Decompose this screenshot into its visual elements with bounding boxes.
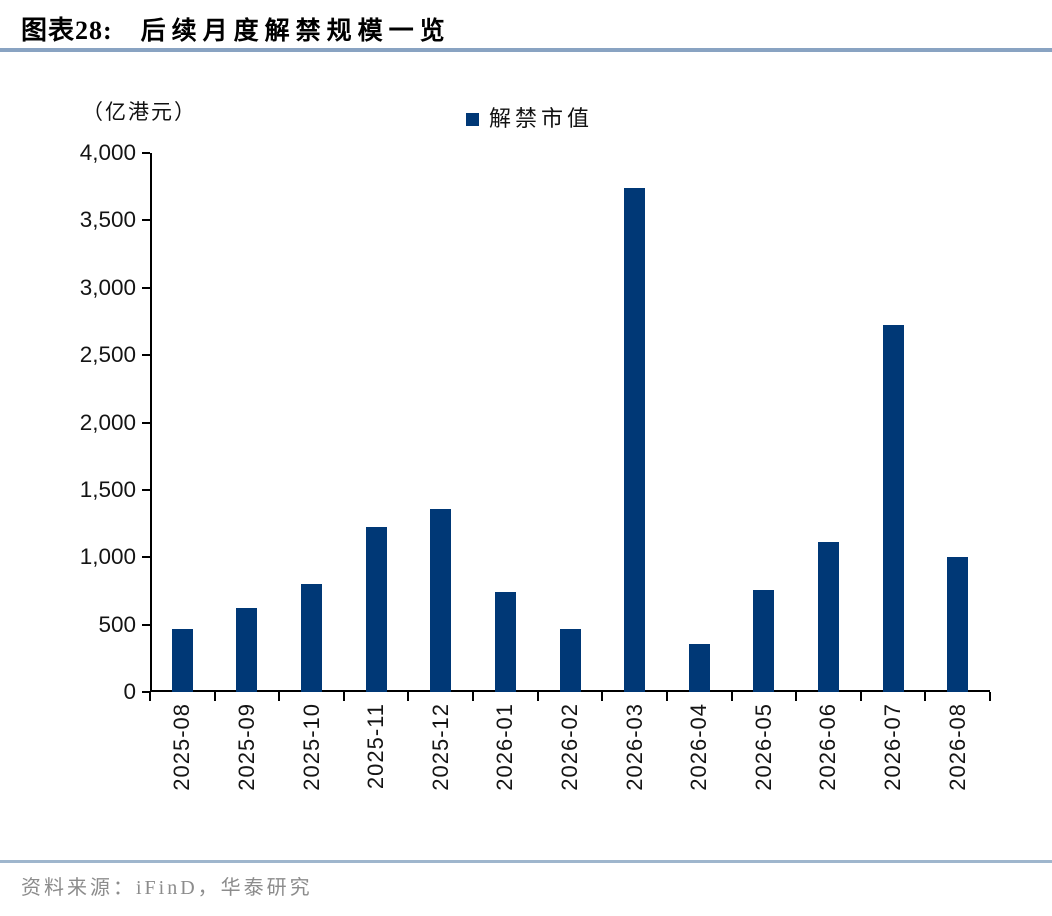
bar-2025-08 (171, 628, 193, 692)
x-axis-category-label: 2025-09 (233, 703, 259, 791)
header-rule (0, 48, 1052, 52)
x-axis-tick (149, 692, 151, 701)
x-axis-category-label: 2026-03 (621, 703, 647, 791)
bar-2025-12 (430, 508, 452, 692)
bar-2026-03 (624, 188, 646, 692)
x-axis-category-label: 2026-04 (686, 703, 712, 791)
source-note: 资料来源：iFinD，华泰研究 (21, 877, 313, 899)
x-axis-tick (989, 692, 991, 701)
x-axis-tick (859, 692, 862, 701)
x-axis-category-label: 2025-10 (298, 703, 324, 791)
y-axis-line (150, 153, 152, 692)
x-axis-category-label: 2026-05 (750, 703, 776, 791)
legend-swatch-icon (466, 112, 479, 126)
x-axis-category-label: 2025-12 (427, 703, 453, 791)
x-axis-tick (795, 692, 798, 701)
y-axis-tick-label: 1,000 (79, 544, 136, 570)
y-axis-tick-label: 500 (98, 611, 136, 637)
x-axis-category-label: 2026-06 (815, 703, 841, 791)
x-axis-tick (213, 692, 216, 701)
x-axis-category-label: 2025-11 (363, 703, 389, 790)
bar-2026-01 (494, 592, 516, 692)
x-axis-category-label: 2026-02 (557, 703, 582, 791)
y-axis-tick-label: 0 (123, 679, 136, 704)
x-axis-tick (924, 692, 927, 701)
x-axis-category-label: 2026-08 (944, 703, 970, 791)
footer-rule (0, 860, 1052, 863)
x-axis-tick (730, 692, 733, 701)
y-axis-tick (142, 354, 150, 357)
y-axis-tick-label: 4,000 (79, 140, 136, 165)
x-axis-tick (665, 692, 668, 701)
y-axis-tick (142, 286, 150, 289)
y-axis-tick (142, 152, 150, 154)
bar-2026-05 (753, 589, 775, 692)
bar-2026-04 (688, 644, 710, 692)
bar-2026-06 (817, 541, 839, 692)
bar-2025-09 (236, 608, 258, 692)
figure-title: 后续月度解禁规模一览 (140, 18, 451, 45)
y-axis-tick (142, 219, 150, 222)
y-axis-tick-label: 2,500 (79, 342, 136, 368)
figure-number-label: 图表28: (21, 16, 113, 45)
x-axis-tick (407, 692, 410, 701)
y-axis-tick (142, 623, 150, 626)
x-axis-category-label: 2025-08 (169, 703, 195, 791)
bar-2026-07 (882, 325, 904, 692)
y-axis-unit-label: （亿港元） (82, 100, 197, 124)
bar-2026-02 (559, 628, 581, 692)
y-axis-tick-label: 1,500 (79, 476, 136, 502)
bar-chart-plot-area (150, 153, 990, 692)
y-axis-tick (142, 556, 150, 559)
y-axis-tick-label: 2,000 (79, 409, 136, 435)
x-axis-category-label: 2026-01 (492, 703, 518, 791)
chart-legend: 解禁市值 (466, 101, 593, 133)
x-axis-tick (601, 692, 604, 701)
y-axis-tick-label: 3,000 (79, 274, 136, 300)
bar-2026-08 (947, 556, 969, 692)
x-axis-tick (278, 692, 281, 701)
x-axis-tick (472, 692, 475, 701)
bar-2025-11 (365, 526, 387, 692)
x-axis-category-label: 2026-07 (880, 703, 906, 791)
y-axis-tick-label: 3,500 (79, 207, 136, 233)
y-axis-tick (142, 421, 150, 424)
x-axis-tick (342, 692, 345, 701)
figure-header: 图表28: 后续月度解禁规模一览 (21, 10, 451, 47)
y-axis-tick (142, 691, 150, 693)
y-axis-tick (142, 488, 150, 491)
legend-series-label: 解禁市值 (489, 106, 594, 131)
x-axis-tick (536, 692, 539, 701)
bar-2025-10 (301, 584, 323, 692)
